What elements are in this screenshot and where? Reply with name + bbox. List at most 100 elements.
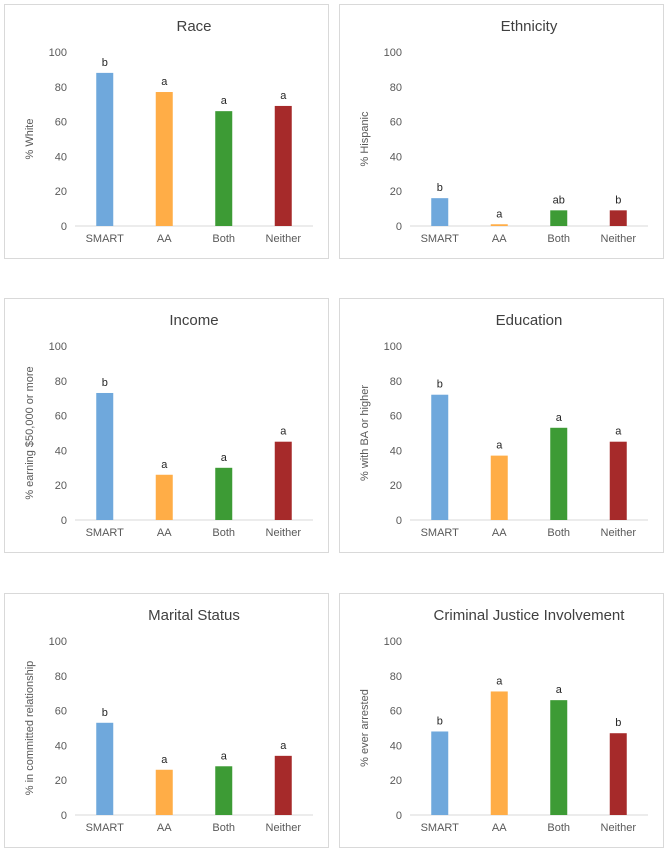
data-label: b — [102, 57, 108, 69]
data-label: a — [556, 412, 563, 424]
bar-smart — [96, 722, 114, 815]
bar-aa — [490, 224, 508, 226]
chart-panel-income: Income 0 20 40 60 80 100 % earning $50,000 or m… — [4, 298, 329, 553]
chart-title: Ethnicity — [501, 18, 558, 35]
y-tick-label: 80 — [55, 376, 67, 388]
bar-neither — [609, 441, 627, 520]
y-tick-label: 100 — [384, 341, 402, 353]
x-tick-label: Neither — [266, 233, 302, 245]
bar-smart — [96, 72, 114, 226]
chart-title: Marital Status — [148, 607, 240, 624]
data-label: a — [556, 684, 563, 696]
data-label: b — [615, 717, 621, 729]
chart-panel-race: Race 0 20 40 60 80 100 % White b SMART a AA a Both a Ne… — [4, 4, 329, 259]
bar-both — [550, 427, 568, 520]
data-label: a — [280, 740, 287, 752]
x-tick-label: AA — [492, 822, 507, 834]
chart-panel-marital-status: Marital Status 0 20 40 60 80 100 % in committed… — [4, 593, 329, 848]
y-tick-label: 100 — [49, 636, 67, 648]
x-tick-label: Both — [547, 822, 570, 834]
x-tick-label: Both — [547, 527, 570, 539]
chart-title: Criminal Justice Involvement — [434, 607, 626, 624]
bar-smart — [96, 392, 114, 520]
y-tick-label: 20 — [55, 480, 67, 492]
bar-aa — [490, 691, 508, 815]
x-tick-label: Neither — [266, 527, 302, 539]
y-tick-label: 80 — [390, 376, 402, 388]
y-tick-label: 20 — [390, 480, 402, 492]
data-label: b — [437, 182, 443, 194]
bar-both — [215, 766, 233, 815]
chart-svg: Criminal Justice Involvement 0 20 40 60 80 100… — [359, 607, 648, 834]
y-tick-label: 100 — [384, 636, 402, 648]
bar-smart — [431, 198, 449, 226]
data-label: b — [102, 707, 108, 719]
chart-svg: Race 0 20 40 60 80 100 % White b SMART a AA a Both a Ne… — [24, 18, 313, 245]
y-tick-label: 20 — [55, 186, 67, 198]
x-tick-label: Neither — [266, 822, 302, 834]
x-tick-label: Neither — [601, 527, 637, 539]
y-tick-label: 60 — [55, 411, 67, 423]
x-tick-label: SMART — [421, 527, 460, 539]
chart-svg: Ethnicity 0 20 40 60 80 100 % Hispanic b SMART a AA… — [359, 18, 648, 245]
chart-title: Income — [169, 312, 218, 329]
data-label: a — [496, 208, 503, 220]
y-tick-label: 60 — [55, 706, 67, 718]
x-tick-label: SMART — [421, 822, 460, 834]
x-tick-label: AA — [492, 527, 507, 539]
y-tick-label: 0 — [61, 221, 67, 233]
data-label: b — [437, 715, 443, 727]
chart-svg: Education 0 20 40 60 80 100 % with BA or higher… — [359, 312, 648, 539]
y-axis-label: % in committed relationship — [24, 661, 36, 796]
x-tick-label: SMART — [86, 822, 125, 834]
bar-neither — [609, 210, 627, 226]
bar-neither — [274, 755, 292, 815]
data-label: a — [221, 452, 228, 464]
data-label: ab — [553, 194, 565, 206]
y-tick-label: 0 — [396, 810, 402, 822]
y-tick-label: 80 — [55, 671, 67, 683]
y-tick-label: 0 — [396, 221, 402, 233]
y-tick-label: 0 — [61, 515, 67, 527]
bar-aa — [155, 769, 173, 815]
y-tick-label: 80 — [390, 671, 402, 683]
bar-neither — [609, 733, 627, 815]
bar-aa — [155, 92, 173, 227]
data-label: a — [221, 750, 228, 762]
y-axis-label: % Hispanic — [359, 111, 371, 167]
data-label: b — [437, 379, 443, 391]
bar-neither — [274, 441, 292, 520]
bar-smart — [431, 394, 449, 520]
x-tick-label: AA — [492, 233, 507, 245]
x-tick-label: Both — [212, 233, 235, 245]
x-tick-label: AA — [157, 527, 172, 539]
x-tick-label: Both — [212, 822, 235, 834]
y-tick-label: 40 — [55, 740, 67, 752]
chart-svg: Marital Status 0 20 40 60 80 100 % in committed… — [24, 607, 313, 834]
x-tick-label: Both — [212, 527, 235, 539]
y-tick-label: 40 — [55, 445, 67, 457]
y-tick-label: 40 — [390, 151, 402, 163]
y-tick-label: 40 — [55, 151, 67, 163]
bar-both — [550, 700, 568, 815]
x-tick-label: SMART — [86, 527, 125, 539]
data-label: a — [161, 76, 168, 88]
data-label: a — [280, 426, 287, 438]
bar-both — [215, 111, 233, 226]
x-tick-label: AA — [157, 822, 172, 834]
y-tick-label: 80 — [55, 82, 67, 94]
data-label: b — [102, 377, 108, 389]
x-tick-label: Neither — [601, 822, 637, 834]
y-tick-label: 100 — [384, 47, 402, 59]
y-axis-label: % White — [24, 119, 36, 160]
chart-panel-ethnicity: Ethnicity 0 20 40 60 80 100 % Hispanic b SMART a AA… — [339, 4, 664, 259]
x-tick-label: SMART — [421, 233, 460, 245]
y-tick-label: 40 — [390, 445, 402, 457]
y-tick-label: 20 — [390, 186, 402, 198]
data-label: a — [161, 754, 168, 766]
bar-both — [550, 210, 568, 226]
chart-panel-education: Education 0 20 40 60 80 100 % with BA or higher… — [339, 298, 664, 553]
bar-both — [215, 467, 233, 520]
y-tick-label: 60 — [390, 706, 402, 718]
data-label: a — [280, 90, 287, 102]
